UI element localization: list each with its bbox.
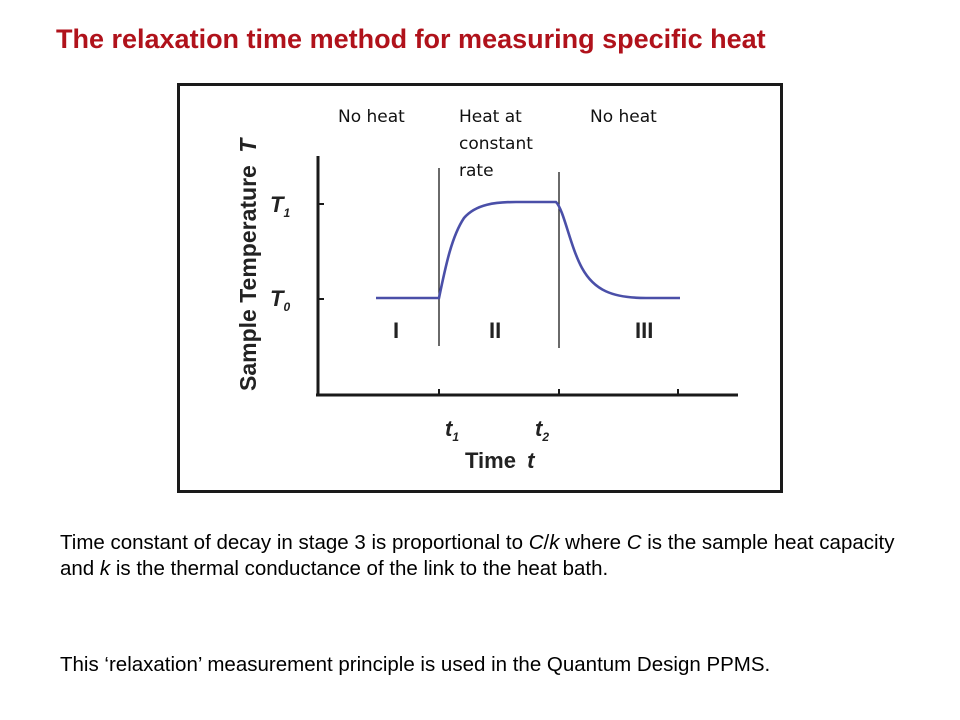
- xtick-label-t2: t2: [535, 416, 549, 444]
- x-axis-label-var: t: [527, 448, 536, 473]
- p1-part-b: where: [559, 531, 627, 554]
- temperature-time-plot: Sample Temperature T T1 T0 I II III t1 t…: [235, 137, 738, 473]
- p1-part-d: is the thermal conductance of the link t…: [110, 557, 609, 580]
- ytick-label-T1: T1: [270, 192, 290, 220]
- p1-part-a: Time constant of decay in stage 3 is pro…: [60, 531, 529, 554]
- ytick-label-T0: T0: [270, 286, 290, 314]
- stage-label-2: II: [489, 318, 501, 343]
- ytick-T0-base: T: [270, 286, 285, 311]
- relaxation-diagram: Sample Temperature T T1 T0 I II III t1 t…: [177, 83, 783, 493]
- xtick-t2-base: t: [535, 416, 544, 441]
- y-axis-label: Sample Temperature T: [235, 137, 261, 391]
- ytick-T1-base: T: [270, 192, 285, 217]
- slide-title: The relaxation time method for measuring…: [56, 24, 766, 54]
- p1-slash: /: [543, 531, 550, 554]
- y-axis-label-text: Sample Temperature: [235, 165, 261, 391]
- stage-label-1: I: [393, 318, 399, 343]
- x-axis-label-text: Time: [465, 448, 516, 473]
- xtick-t1-base: t: [445, 416, 454, 441]
- p1-part-c: is the sample heat capacity and: [60, 531, 895, 580]
- phase-label-no-heat-1: No heat: [338, 107, 405, 127]
- p1-var-C: C: [528, 531, 544, 554]
- p1-var-k2: k: [99, 557, 111, 580]
- x-axis-label: Time t: [465, 448, 536, 473]
- phase-label-heating: Heat at constant rate: [459, 107, 533, 181]
- ytick-T0-sub: 0: [283, 300, 290, 314]
- xtick-t2-sub: 2: [541, 430, 549, 444]
- p1-var-k: k: [549, 531, 560, 554]
- explanation-paragraph: Time constant of decay in stage 3 is pro…: [60, 530, 920, 582]
- p1-var-C2: C: [626, 531, 642, 554]
- stage-label-3: III: [635, 318, 653, 343]
- ppms-paragraph: This ‘relaxation’ measurement principle …: [60, 653, 771, 676]
- phase-label-no-heat-2: No heat: [590, 107, 657, 127]
- y-axis-label-var: T: [235, 137, 261, 153]
- xtick-label-t1: t1: [445, 416, 459, 444]
- xtick-t1-sub: 1: [452, 430, 459, 444]
- temperature-curve: [376, 200, 680, 300]
- ytick-T1-sub: 1: [283, 206, 290, 220]
